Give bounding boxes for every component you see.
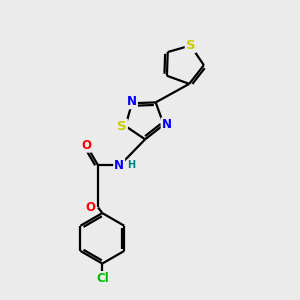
Text: S: S (186, 39, 195, 52)
Text: Cl: Cl (96, 272, 109, 285)
Text: O: O (85, 201, 95, 214)
Text: N: N (162, 118, 172, 131)
Text: H: H (127, 160, 135, 170)
Text: O: O (81, 139, 91, 152)
Text: N: N (127, 95, 137, 108)
Text: S: S (117, 120, 127, 133)
Text: N: N (114, 159, 124, 172)
